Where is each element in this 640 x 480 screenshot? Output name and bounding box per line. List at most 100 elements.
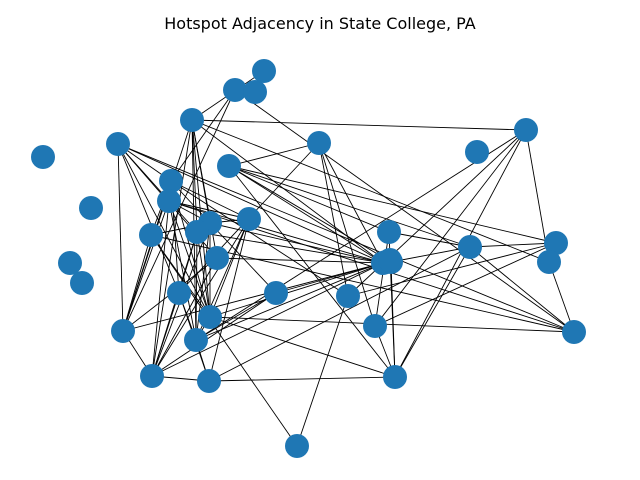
- graph-node-n37: [243, 80, 267, 104]
- graph-edge: [209, 316, 575, 333]
- graph-edge: [208, 218, 250, 382]
- graph-node-n24: [285, 434, 309, 458]
- graph-node-n17: [264, 281, 288, 305]
- graph-edge: [228, 165, 471, 248]
- graph-edge: [170, 180, 349, 297]
- graph-node-n20: [184, 328, 208, 352]
- graph-edge: [117, 143, 124, 332]
- graph-edge: [195, 129, 527, 341]
- graph-node-n36: [223, 78, 247, 102]
- graph-node-n8: [157, 189, 181, 213]
- graph-edge: [122, 89, 236, 332]
- graph-edge: [195, 262, 384, 341]
- graph-node-n5: [106, 132, 130, 156]
- graph-edge: [170, 89, 236, 182]
- graph-edge: [117, 143, 384, 264]
- graph-node-n38: [252, 59, 276, 83]
- graph-node-n25: [377, 220, 401, 244]
- graph-edge: [469, 242, 557, 248]
- graph-edge: [228, 165, 384, 264]
- graph-node-n2: [79, 196, 103, 220]
- graph-node-n30: [458, 235, 482, 259]
- graph-edge: [191, 119, 198, 233]
- graph-edge: [228, 165, 392, 263]
- graph-edge: [469, 246, 575, 333]
- graph-node-n34: [465, 140, 489, 164]
- graph-node-n7: [159, 169, 183, 193]
- graph-node-n23: [336, 284, 360, 308]
- graph-node-n28: [363, 314, 387, 338]
- graph-node-n15: [167, 281, 191, 305]
- graph-node-n14: [205, 246, 229, 270]
- graph-edge: [209, 262, 384, 318]
- graph-node-n29: [383, 365, 407, 389]
- graph-node-n32: [544, 231, 568, 255]
- graph-edge: [318, 142, 376, 327]
- graph-edge: [228, 165, 557, 244]
- graph-edge: [208, 246, 471, 382]
- graph-edge: [122, 200, 170, 332]
- graph-edge: [388, 231, 471, 248]
- graph-edge: [151, 119, 193, 377]
- graph-node-n18: [307, 131, 331, 155]
- graph-edge: [196, 231, 211, 318]
- graph-edge: [209, 218, 250, 318]
- graph-edge: [122, 234, 152, 332]
- graph-edge: [234, 89, 575, 333]
- graph-node-n6: [180, 108, 204, 132]
- graph-edge: [208, 376, 396, 382]
- graph-edge: [390, 261, 396, 378]
- graph-edge: [191, 119, 550, 263]
- graph-node-n12: [185, 220, 209, 244]
- graph-nodes: [31, 59, 586, 458]
- graph-edge: [151, 200, 170, 377]
- graph-edge: [117, 143, 575, 333]
- graph-edge: [151, 218, 250, 377]
- graph-edge: [318, 142, 384, 264]
- graph-edge: [394, 246, 471, 378]
- graph-edge: [209, 316, 396, 378]
- graph-edge: [151, 292, 277, 377]
- graph-node-n3: [58, 251, 82, 275]
- graph-edge: [196, 231, 384, 264]
- graph-edge: [209, 222, 384, 264]
- graph-node-n21: [140, 364, 164, 388]
- graph-edge: [209, 222, 277, 294]
- graph-node-n35: [562, 320, 586, 344]
- graph-edge: [374, 242, 557, 327]
- graph-node-n33: [537, 250, 561, 274]
- graph-node-n16: [198, 305, 222, 329]
- graph-node-n9: [217, 154, 241, 178]
- graph-edge: [228, 165, 390, 233]
- graph-edge: [318, 142, 349, 297]
- graph-edge: [191, 119, 384, 264]
- graph-edge: [151, 292, 180, 377]
- graph-edge: [228, 142, 320, 167]
- graph-node-n11: [139, 223, 163, 247]
- graph-edge: [168, 200, 384, 264]
- chart-title: Hotspot Adjacency in State College, PA: [164, 14, 476, 33]
- graph-edge: [168, 200, 197, 341]
- graph-edge: [548, 261, 575, 333]
- graph-node-n40: [378, 248, 402, 272]
- graph-node-n22: [197, 369, 221, 393]
- graph-edge: [374, 129, 527, 327]
- graph-edge: [122, 262, 384, 332]
- graph-node-n19: [111, 319, 135, 343]
- graph-edge: [374, 231, 390, 327]
- graph-edge: [296, 295, 349, 447]
- graph-edge: [195, 292, 277, 341]
- graph-edge: [195, 222, 211, 341]
- graph-node-n1: [31, 145, 55, 169]
- graph-edge: [170, 180, 250, 220]
- graph-edge: [195, 231, 198, 341]
- graph-edge: [151, 257, 218, 377]
- graph-node-n13: [237, 207, 261, 231]
- graph-node-n31: [514, 118, 538, 142]
- graph-node-n4: [70, 271, 94, 295]
- graph-edges: [117, 70, 575, 447]
- graph-edge: [191, 119, 527, 131]
- graph-edge: [151, 262, 384, 377]
